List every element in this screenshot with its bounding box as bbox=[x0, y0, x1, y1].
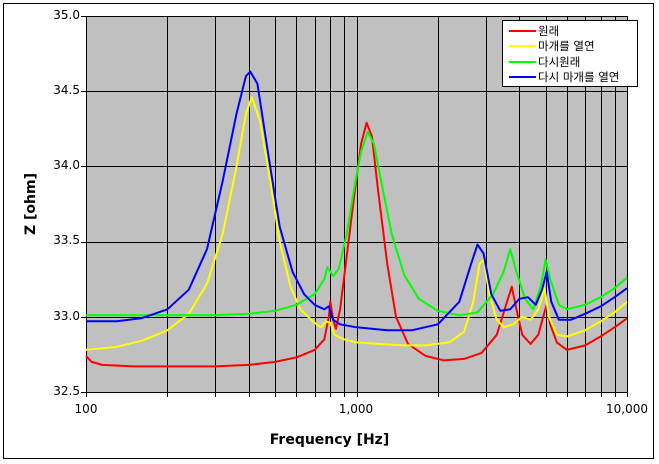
x-tick-label: 1,000 bbox=[338, 402, 374, 416]
legend: 원래 마개를 열연 다시원래 다시 마개를 열연 bbox=[502, 20, 638, 87]
legend-item-cap-open-again: 다시 마개를 열연 bbox=[503, 70, 637, 86]
x-tick-label: 100 bbox=[74, 402, 98, 416]
series-line-1 bbox=[85, 96, 628, 351]
series-line-0 bbox=[85, 121, 628, 368]
series-line-3 bbox=[86, 70, 628, 332]
series-line-2 bbox=[86, 130, 628, 317]
legend-swatch bbox=[509, 76, 536, 79]
legend-swatch bbox=[509, 29, 536, 32]
y-tick-label: 32.5 bbox=[53, 384, 80, 398]
y-tick-label: 33.0 bbox=[53, 309, 80, 323]
legend-swatch bbox=[509, 45, 536, 48]
y-tick-label: 34.0 bbox=[53, 158, 80, 172]
y-tick-label: 33.5 bbox=[53, 233, 80, 247]
y-tick-label: 35.0 bbox=[53, 8, 80, 22]
legend-item-cap-open: 마개를 열연 bbox=[503, 39, 637, 55]
y-axis-label: Z [ohm] bbox=[23, 173, 39, 235]
x-axis-label: Frequency [Hz] bbox=[269, 432, 390, 448]
legend-label: 마개를 열연 bbox=[538, 39, 595, 54]
legend-label: 다시 마개를 열연 bbox=[538, 70, 620, 85]
legend-swatch bbox=[509, 60, 536, 63]
y-tick-label: 34.5 bbox=[53, 83, 80, 97]
legend-item-original: 원래 bbox=[503, 23, 637, 39]
legend-label: 원래 bbox=[538, 23, 560, 38]
legend-item-original-again: 다시원래 bbox=[503, 54, 637, 70]
x-tick-label: 10,000 bbox=[606, 402, 648, 416]
legend-label: 다시원래 bbox=[538, 54, 581, 69]
